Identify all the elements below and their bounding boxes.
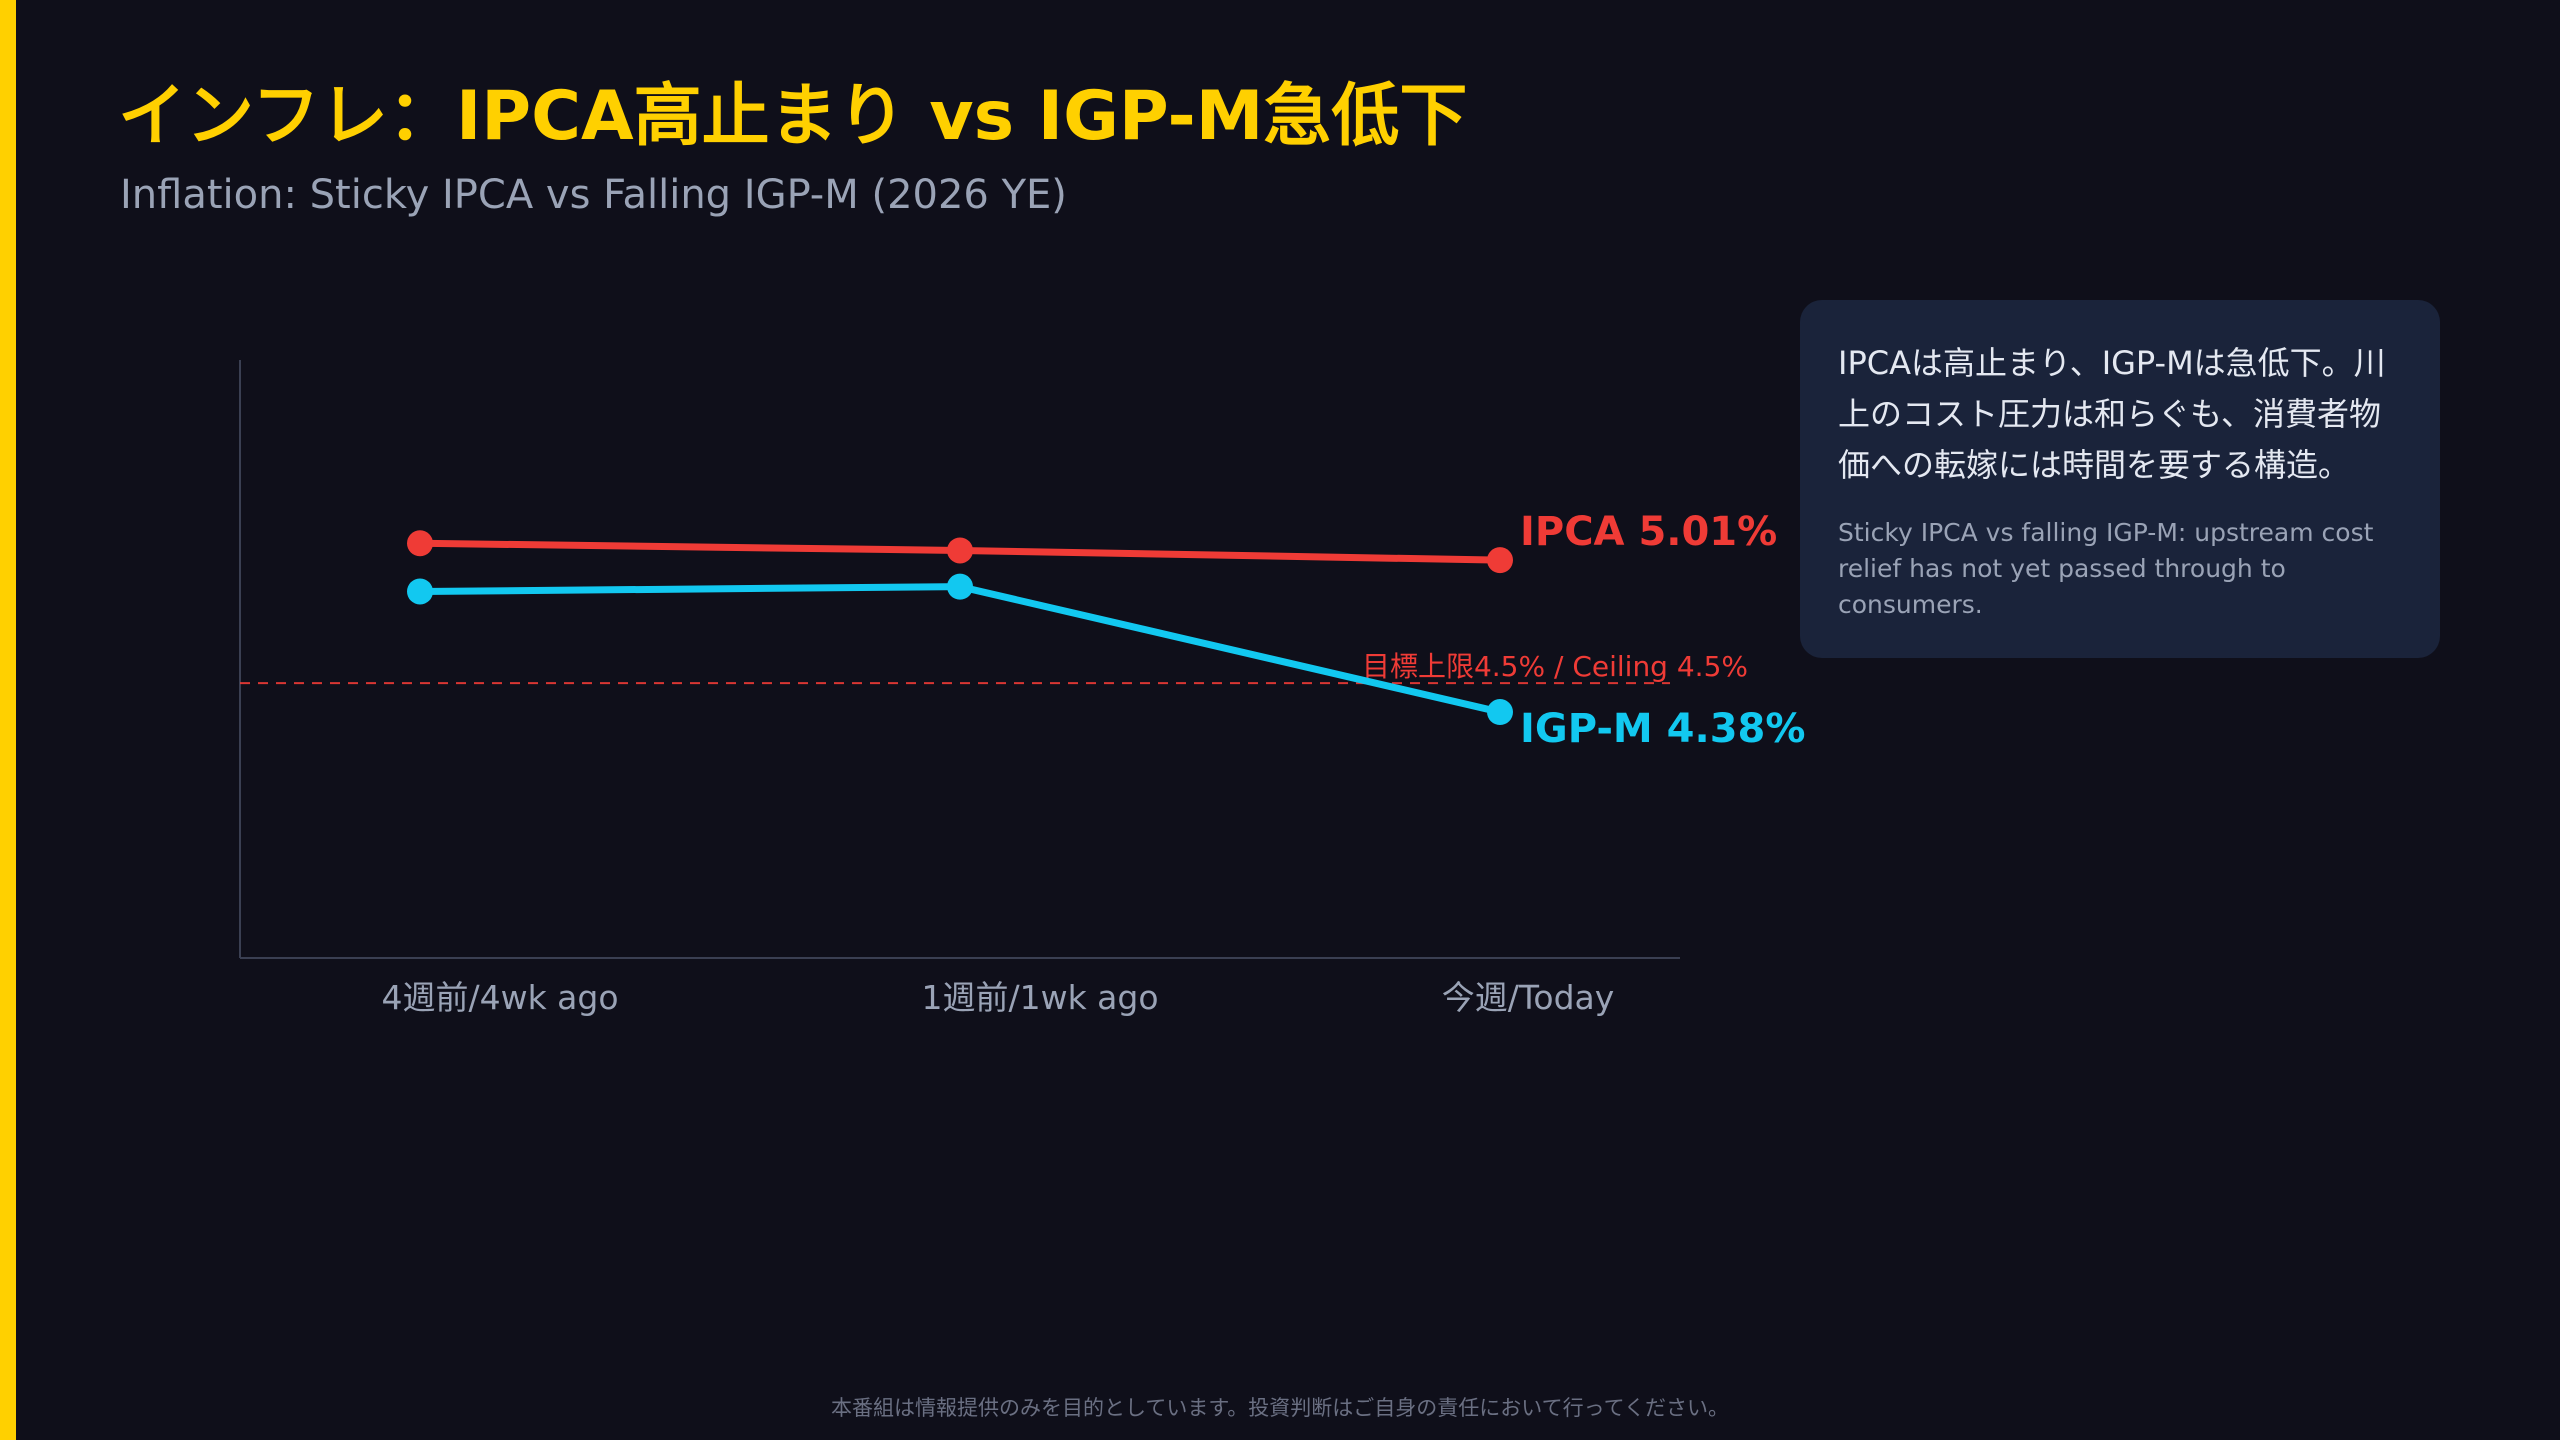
ipca-point-2 [947, 537, 973, 564]
disclaimer: 本番組は情報提供のみを目的としています。投資判断はご自身の責任において行ってくだ… [831, 1396, 1729, 1420]
x-tick-label-1: 4週前/4wk ago [381, 978, 618, 1017]
igp-m-series-line [416, 583, 1504, 716]
ipca-end-label: IPCA 5.01% [1520, 509, 1777, 555]
ipca-point-1 [407, 530, 433, 557]
igp-m-point-1 [407, 578, 433, 605]
accent-bar [0, 0, 16, 1440]
x-tick-label-2: 1週前/1wk ago [921, 978, 1158, 1017]
ipca-point-3 [1487, 547, 1513, 574]
igp-m-point-3 [1487, 699, 1513, 726]
page-subtitle: Inflation: Sticky IPCA vs Falling IGP-M … [120, 172, 1067, 218]
x-tick-label-3: 今週/Today [1442, 978, 1615, 1017]
page-title: インフレ：IPCA高止まり vs IGP-M急低下 [118, 77, 1468, 156]
igp-m-end-label: IGP-M 4.38% [1520, 706, 1805, 752]
igp-m-point-2 [947, 573, 973, 600]
commentary-text-en: Sticky IPCA vs falling IGP-M: upstream c… [1838, 518, 2374, 619]
commentary-text-ja: IPCAは高止まり、IGP-Mは急低下。川上のコスト圧力は和らぐも、消費者物価へ… [1838, 344, 2386, 484]
commentary-panel: IPCAは高止まり、IGP-Mは急低下。川上のコスト圧力は和らぐも、消費者物価へ… [1800, 300, 2440, 658]
ceiling-reference-label: 目標上限4.5% / Ceiling 4.5% [1362, 650, 1748, 683]
